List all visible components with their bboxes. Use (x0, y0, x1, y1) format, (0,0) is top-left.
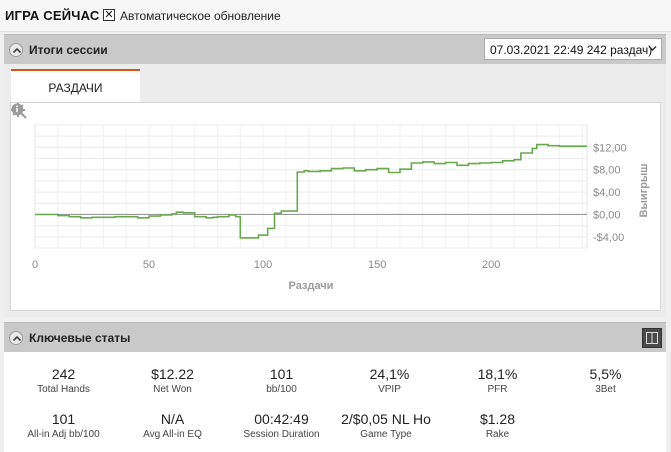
stat-label: Net Won (153, 384, 192, 395)
stat-rake: $1.28 Rake (440, 411, 555, 440)
stat-value: 18,1% (477, 366, 518, 382)
key-stats-title: Ключевые статы (29, 331, 131, 345)
chevron-down-icon (648, 45, 657, 52)
stat-value: N/A (160, 411, 185, 427)
auto-update-label[interactable]: Автоматическое обновление (120, 9, 281, 23)
top-bar: ИГРА СЕЙЧАС ✕ Автоматическое обновление (0, 0, 671, 32)
stat-label: PFR (487, 384, 508, 395)
y-tick-label: -$4,00 (593, 232, 624, 244)
stat-label: bb/100 (266, 384, 297, 395)
winnings-chart-panel: $12,00 $8,00 $4,00 $0,00 -$4,00 0 50 100 150 200 Р… (10, 102, 661, 311)
columns-toggle-button[interactable] (642, 328, 662, 348)
stat-bb-100: 101 bb/100 (224, 366, 339, 395)
stat-value: 2/$0,05 NL Ho (341, 411, 431, 427)
stat-allin-adj-bb-100: 101 All-in Adj bb/100 (6, 411, 121, 440)
x-tick-label: 150 (368, 259, 386, 271)
stat-game-type: 2/$0,05 NL Ho Game Type (332, 411, 440, 440)
collapse-session-button[interactable] (9, 43, 23, 57)
y-axis-label: Выигрыш (638, 164, 650, 218)
session-summary-title: Итоги сессии (29, 43, 108, 57)
page-title: ИГРА СЕЙЧАС (5, 8, 100, 23)
stat-label: Game Type (360, 429, 412, 440)
chevron-up-icon (12, 335, 22, 342)
stat-avg-allin-eq: N/A Avg All-in EQ (115, 411, 230, 440)
stat-value: 24,1% (369, 366, 410, 382)
stat-session-duration: 00:42:49 Session Duration (224, 411, 339, 440)
y-tick-label: $0,00 (593, 209, 621, 221)
stat-value: 00:42:49 (254, 411, 309, 427)
y-tick-label: $4,00 (593, 187, 621, 199)
winnings-chart: $12,00 $8,00 $4,00 $0,00 -$4,00 0 50 100 150 200 Р… (32, 124, 650, 292)
x-axis-label: Раздачи (289, 280, 334, 292)
chevron-up-icon (12, 47, 22, 54)
stat-label: Session Duration (243, 429, 320, 440)
session-summary-body: РАЗДАЧИ $12,00 $8,00 $4,00 $0,00 -$4,00 0 50 10… (4, 64, 666, 317)
key-stats-body: 242 Total Hands $12.22 Net Won 101 bb/100 2… (4, 352, 666, 452)
stat-label: All-in Adj bb/100 (27, 429, 100, 440)
stat-pfr: 18,1% PFR (440, 366, 555, 395)
info-icon[interactable] (11, 103, 23, 115)
stat-value: 242 (51, 366, 76, 382)
key-stats-header: Ключевые статы (4, 322, 666, 352)
stat-net-won: $12.22 Net Won (115, 366, 230, 395)
collapse-stats-button[interactable] (9, 331, 23, 345)
auto-update-checkbox[interactable]: ✕ (103, 9, 115, 21)
y-tick-label: $12,00 (593, 142, 627, 154)
stat-vpip: 24,1% VPIP (332, 366, 447, 395)
plot-frame (34, 124, 588, 249)
stat-label: Avg All-in EQ (143, 429, 202, 440)
x-tick-label: 50 (143, 259, 155, 271)
session-select[interactable]: 07.03.2021 22:49 242 раздач) (484, 38, 662, 60)
stat-label: Rake (485, 429, 510, 440)
x-tick-label: 200 (482, 259, 500, 271)
stat-value: 101 (269, 366, 294, 382)
stat-label: 3Bet (595, 384, 616, 395)
stat-3bet: 5,5% 3Bet (548, 366, 663, 395)
winnings-line (35, 143, 587, 239)
y-tick-label: $8,00 (593, 165, 621, 177)
x-tick-label: 0 (32, 259, 38, 271)
session-select-value: 07.03.2021 22:49 242 раздач) (490, 43, 653, 57)
stat-label: Total Hands (37, 384, 90, 395)
session-summary-header: Итоги сессии 07.03.2021 22:49 242 раздач… (4, 34, 666, 64)
x-tick-label: 100 (254, 259, 272, 271)
stat-value: 101 (51, 411, 76, 427)
stat-value: 5,5% (589, 366, 622, 382)
stat-total-hands: 242 Total Hands (6, 366, 121, 395)
stat-value: $1.28 (479, 411, 516, 427)
stat-label: VPIP (378, 384, 401, 395)
stat-value: $12.22 (151, 366, 194, 382)
columns-icon (646, 332, 658, 344)
tab-hands[interactable]: РАЗДАЧИ (11, 69, 140, 103)
